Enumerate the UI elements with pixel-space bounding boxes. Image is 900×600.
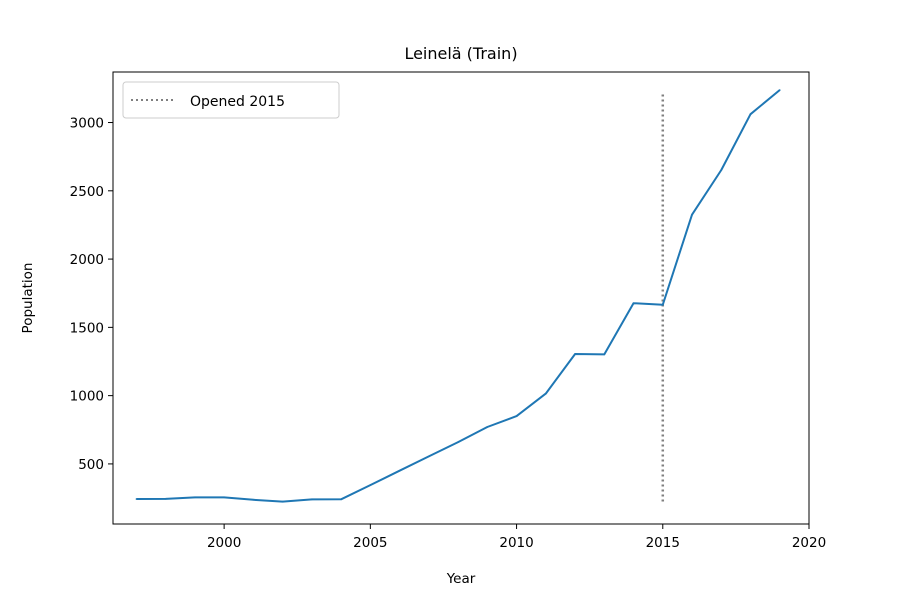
x-tick-label: 2015 [646,535,680,551]
x-tick-label: 2010 [499,535,533,551]
y-tick-label: 1000 [70,389,104,405]
data-point-2003 [311,498,313,501]
y-axis-label: Population [20,263,36,334]
data-point-2015 [661,303,664,306]
data-point-1999 [194,496,196,499]
data-point-2009 [486,426,489,428]
legend-box [122,81,340,119]
plot-area [135,89,781,503]
data-point-2019 [778,89,781,91]
y-axis-ticks: 500 1000 1500 2000 2500 3000 [70,116,113,473]
data-point-2014 [632,302,635,304]
axes-frame [112,71,810,525]
data-point-1997 [135,498,138,500]
x-tick-label: 2000 [207,535,241,551]
data-point-2018 [749,113,752,115]
data-point-2004 [340,498,342,501]
data-point-2011 [545,392,547,395]
data-point-2010 [515,415,518,417]
data-point-2005 [369,484,372,486]
data-point-2000 [223,496,225,499]
x-axis-label: Year [446,571,476,587]
y-tick-label: 1500 [70,320,104,336]
data-point-2013 [603,353,606,356]
data-point-1998 [164,498,167,500]
y-tick-label: 500 [78,457,104,473]
data-point-2012 [574,353,576,355]
y-tick-label: 3000 [70,116,104,132]
data-point-2007 [428,455,430,458]
x-tick-label: 2020 [792,535,826,551]
x-axis-ticks: 2000 2005 2010 2015 2020 [207,524,826,551]
data-point-2017 [720,169,723,171]
legend: Opened 2015 [122,81,340,119]
chart-title: Leinelä (Train) [404,44,517,63]
y-tick-label: 2500 [70,184,104,200]
data-point-2006 [398,469,401,472]
y-tick-label: 2000 [70,252,104,268]
x-tick-label: 2005 [353,535,387,551]
data-point-2002 [281,500,284,503]
data-point-2008 [457,441,459,443]
population-series-line [136,89,781,503]
data-point-2001 [252,499,255,501]
legend-label-opened: Opened 2015 [190,94,285,110]
data-point-2016 [691,213,693,216]
